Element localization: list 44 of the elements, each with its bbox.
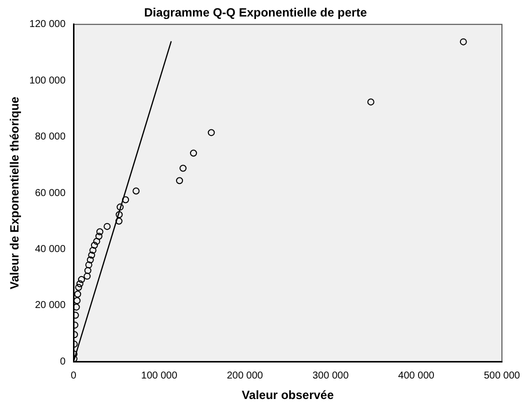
x-axis-title: Valeur observée [242,388,334,402]
point [122,196,130,204]
y-tick-label: 40 000 [34,244,66,255]
point [86,256,94,264]
x-tick-label: 300 000 [312,370,350,382]
point [74,304,80,311]
point [96,228,104,236]
point [180,164,187,172]
point [75,284,82,291]
y-axis-title: Valeur de Exponentielle théorique [8,96,22,290]
y-tick-label: 20 000 [34,300,66,312]
point [116,204,124,211]
x-tick-label: 0 [70,370,77,382]
point [115,218,122,225]
chart-title: Diagramme Q-Q Exponentielle de perte [144,6,368,20]
point [89,246,96,254]
point [208,129,215,136]
point [460,38,467,46]
point [93,238,100,245]
point [132,188,140,195]
point [367,98,374,106]
y-tick-label: 120 000 [29,19,66,30]
x-tick-label: 100 000 [141,370,178,382]
y-tick-label: 60 000 [34,188,66,199]
x-tick-label: 400 000 [398,370,435,382]
point [84,272,91,280]
point [78,276,86,284]
point [95,232,102,240]
point [104,222,111,230]
point [74,297,81,304]
point [76,280,84,288]
x-tick-label: 500 000 [484,370,520,382]
point [116,211,123,218]
x-tick-label: 200 000 [226,370,264,382]
point [190,150,197,157]
point [84,267,92,274]
point [88,252,96,259]
point [85,261,92,268]
y-tick-label: 80 000 [34,132,66,143]
point [74,290,82,298]
y-tick-label: 0 [60,356,66,368]
y-tick-label: 100 000 [29,75,66,86]
point [90,242,98,249]
point [176,177,184,184]
